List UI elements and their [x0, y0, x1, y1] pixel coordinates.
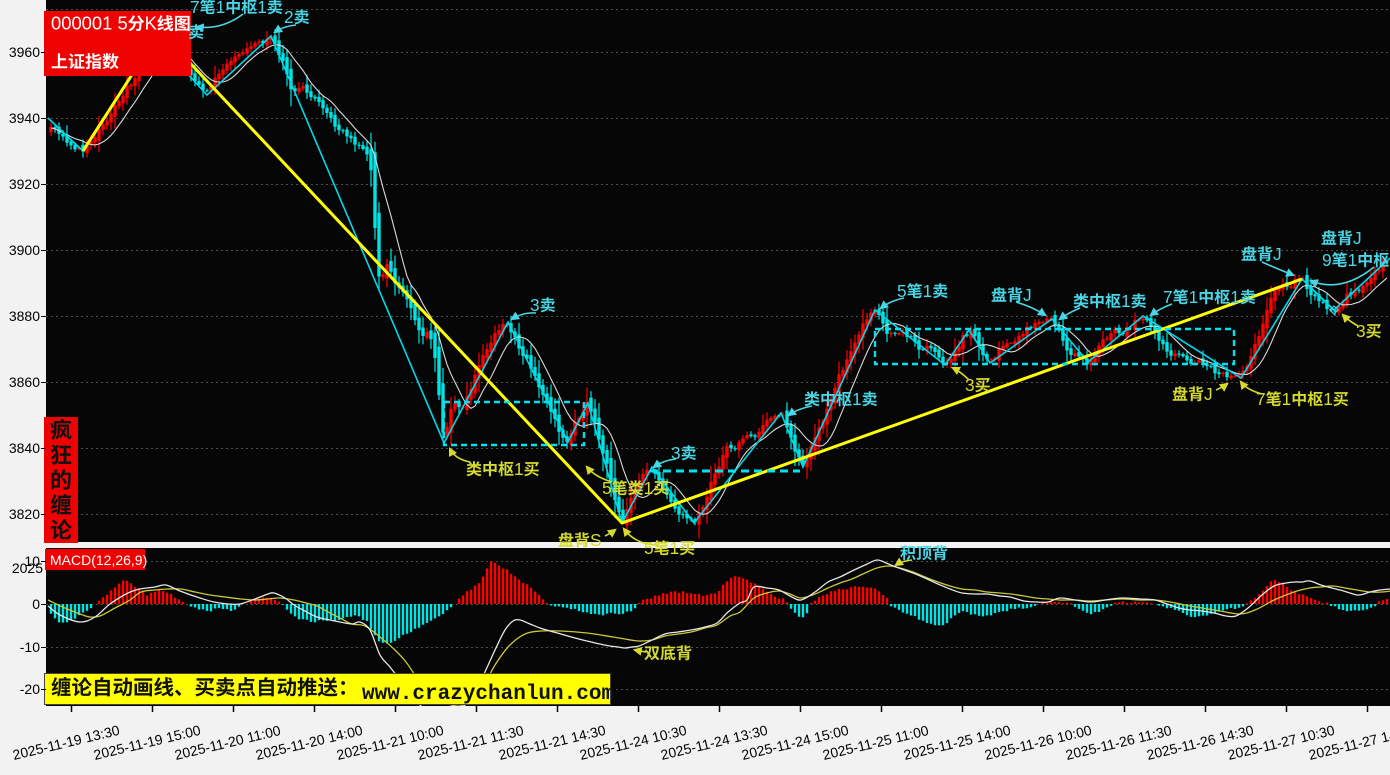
- svg-text:3820: 3820: [9, 506, 40, 522]
- svg-text:1: 1: [644, 478, 654, 498]
- svg-text:10: 10: [24, 553, 40, 569]
- svg-text:7: 7: [190, 0, 200, 17]
- svg-text:5: 5: [602, 478, 612, 498]
- svg-text:1: 1: [1121, 291, 1131, 311]
- svg-text:1: 1: [670, 538, 680, 558]
- svg-text:J: J: [1023, 285, 1032, 305]
- svg-text:1: 1: [1189, 287, 1199, 307]
- svg-text:1: 1: [1348, 250, 1358, 270]
- svg-text:3940: 3940: [9, 110, 40, 126]
- svg-text:3: 3: [671, 443, 681, 463]
- svg-text:1: 1: [1230, 287, 1240, 307]
- svg-text:3860: 3860: [9, 374, 40, 390]
- svg-text:5: 5: [897, 281, 907, 301]
- svg-text:-10: -10: [20, 639, 40, 655]
- svg-text:MACD(12,26,9): MACD(12,26,9): [50, 552, 147, 568]
- svg-text:3: 3: [965, 375, 975, 395]
- svg-text:-20: -20: [20, 681, 40, 697]
- svg-text:3880: 3880: [9, 308, 40, 324]
- svg-text:K: K: [145, 13, 158, 34]
- svg-text:5: 5: [644, 538, 654, 558]
- svg-text:1: 1: [216, 0, 226, 17]
- svg-text:3900: 3900: [9, 242, 40, 258]
- svg-text:3840: 3840: [9, 440, 40, 456]
- svg-text:3: 3: [530, 295, 540, 315]
- svg-text:9: 9: [1322, 250, 1332, 270]
- svg-text:1: 1: [1282, 389, 1292, 409]
- svg-text:1: 1: [257, 0, 267, 17]
- svg-text:J: J: [1204, 384, 1213, 404]
- svg-text:1: 1: [1323, 389, 1333, 409]
- svg-text:J: J: [1353, 228, 1362, 248]
- svg-text:J: J: [1273, 244, 1282, 264]
- svg-text:000001 5: 000001 5: [51, 13, 128, 34]
- svg-text:2025: 2025: [12, 560, 43, 576]
- svg-text:1: 1: [852, 389, 862, 409]
- svg-text:S: S: [590, 530, 602, 550]
- svg-text:0: 0: [32, 596, 40, 612]
- svg-text:7: 7: [1163, 287, 1173, 307]
- svg-text:3: 3: [1356, 321, 1366, 341]
- svg-text:3920: 3920: [9, 176, 40, 192]
- svg-text:1: 1: [923, 281, 933, 301]
- svg-text:www.crazychanlun.com: www.crazychanlun.com: [362, 683, 614, 706]
- svg-text:3960: 3960: [9, 44, 40, 60]
- svg-text:2: 2: [284, 7, 294, 27]
- svg-text:1: 1: [514, 459, 524, 479]
- svg-text:7: 7: [1256, 389, 1266, 409]
